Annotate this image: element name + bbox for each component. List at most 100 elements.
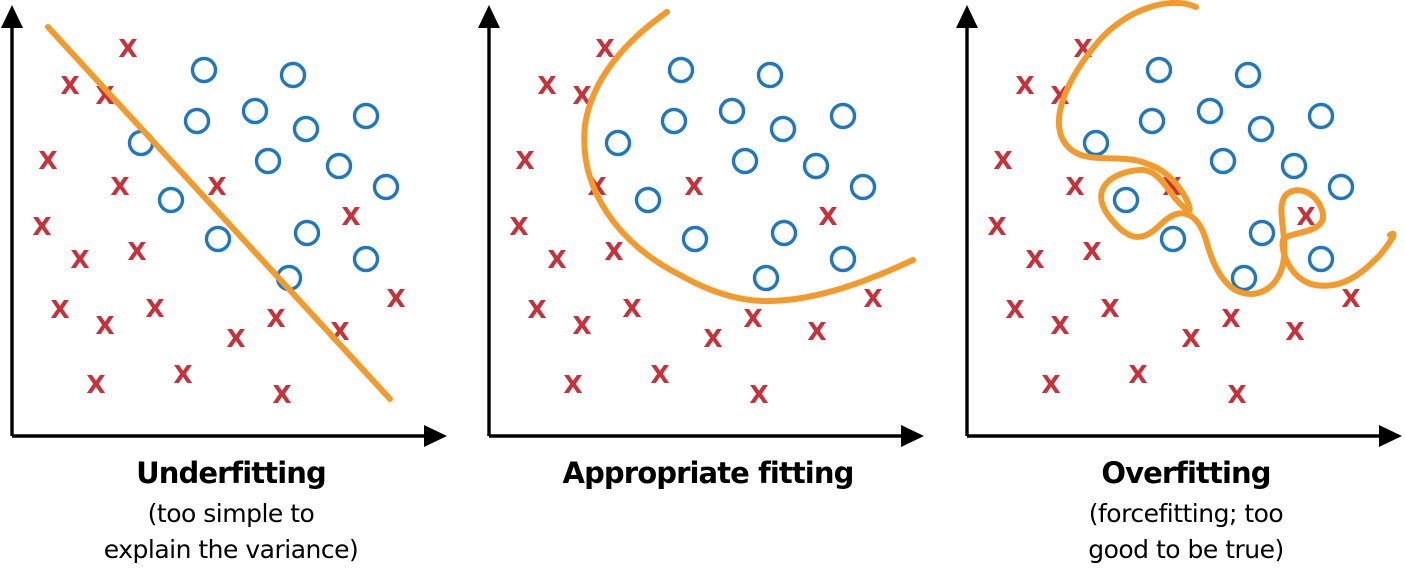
y-axis-arrow-icon	[1, 5, 23, 28]
circle-class-points	[604, 56, 877, 292]
x-point: X	[515, 146, 534, 175]
circle-point	[731, 147, 759, 175]
circle-class-points	[127, 56, 400, 292]
x-point: X	[173, 360, 192, 389]
x-point: X	[1015, 71, 1034, 100]
x-point: X	[266, 304, 285, 333]
circle-point	[849, 173, 877, 201]
circle-point	[372, 173, 400, 201]
circle-point	[829, 102, 857, 130]
circle-point	[1307, 245, 1335, 273]
x-point: X	[1341, 284, 1360, 313]
x-point: X	[110, 172, 129, 201]
x-point: X	[207, 172, 226, 201]
circle-point	[1112, 186, 1140, 214]
x-point: X	[547, 245, 566, 274]
x-point: X	[1005, 295, 1024, 324]
axes	[1, 5, 447, 447]
circle-point	[1247, 115, 1275, 143]
x-point: X	[38, 146, 57, 175]
circle-point	[157, 186, 185, 214]
circle-point	[204, 225, 232, 253]
x-point: X	[818, 202, 837, 231]
x-point: X	[386, 284, 405, 313]
y-axis-arrow-icon	[956, 5, 978, 28]
x-point: X	[272, 380, 291, 409]
panel-caption-line: (too simple to	[148, 499, 315, 528]
circle-point	[1082, 129, 1110, 157]
x-point: X	[1100, 294, 1119, 323]
circle-point	[254, 147, 282, 175]
circle-point	[352, 102, 380, 130]
x-point: X	[1065, 172, 1084, 201]
y-axis-arrow-icon	[478, 5, 500, 28]
panel-title: Overfitting	[1101, 456, 1270, 490]
x-point: X	[993, 146, 1012, 175]
axes	[478, 5, 924, 447]
circle-point	[325, 152, 353, 180]
circle-point	[293, 219, 321, 247]
x-point: X	[1296, 202, 1315, 231]
x-point: X	[595, 34, 614, 63]
circle-point	[604, 129, 632, 157]
circle-point	[190, 56, 218, 84]
panel-caption-line: (forcefitting; too	[1089, 499, 1283, 528]
circle-point	[756, 61, 784, 89]
x-point: X	[509, 212, 528, 241]
panel-caption-line: explain the variance)	[104, 535, 358, 564]
circle-point	[634, 186, 662, 214]
x-point: X	[537, 71, 556, 100]
circle-point	[352, 245, 380, 273]
circle-point	[1280, 152, 1308, 180]
x-point: X	[572, 311, 591, 340]
x-point: X	[749, 380, 768, 409]
circle-point	[1327, 173, 1355, 201]
decision-boundary-curve	[581, 9, 916, 305]
circle-class-points	[1082, 56, 1355, 292]
x-point: X	[1227, 380, 1246, 409]
x-point: X	[563, 370, 582, 399]
circle-point	[1145, 56, 1173, 84]
x-point: X	[987, 212, 1006, 241]
x-point: X	[60, 71, 79, 100]
x-point: X	[50, 295, 69, 324]
panel-title: Appropriate fitting	[563, 456, 854, 490]
x-point: X	[95, 81, 114, 110]
x-point: X	[127, 237, 146, 266]
circle-point	[1234, 61, 1262, 89]
x-point: X	[118, 34, 137, 63]
x-axis-arrow-icon	[901, 425, 924, 447]
x-point: X	[622, 294, 641, 323]
circle-point	[241, 97, 269, 125]
x-point: X	[32, 212, 51, 241]
circle-point	[802, 152, 830, 180]
x-point: X	[703, 324, 722, 353]
x-point: X	[743, 304, 762, 333]
decision-boundary-curve	[1056, 0, 1397, 297]
x-point: X	[1221, 304, 1240, 333]
x-point: X	[1041, 370, 1060, 399]
x-point: X	[1082, 237, 1101, 266]
x-point: X	[1128, 360, 1147, 389]
axes	[956, 5, 1402, 447]
circle-point	[1138, 107, 1166, 135]
circle-point	[1230, 264, 1258, 292]
circle-point	[183, 107, 211, 135]
circle-point	[770, 219, 798, 247]
x-point: X	[604, 237, 623, 266]
x-point: X	[807, 317, 826, 346]
decision-boundary-curve	[45, 24, 393, 402]
x-point: X	[341, 202, 360, 231]
x-point: X	[226, 324, 245, 353]
x-point: X	[527, 295, 546, 324]
circle-point	[1196, 97, 1224, 125]
x-point: X	[95, 311, 114, 340]
circle-point	[829, 245, 857, 273]
x-point: X	[145, 294, 164, 323]
